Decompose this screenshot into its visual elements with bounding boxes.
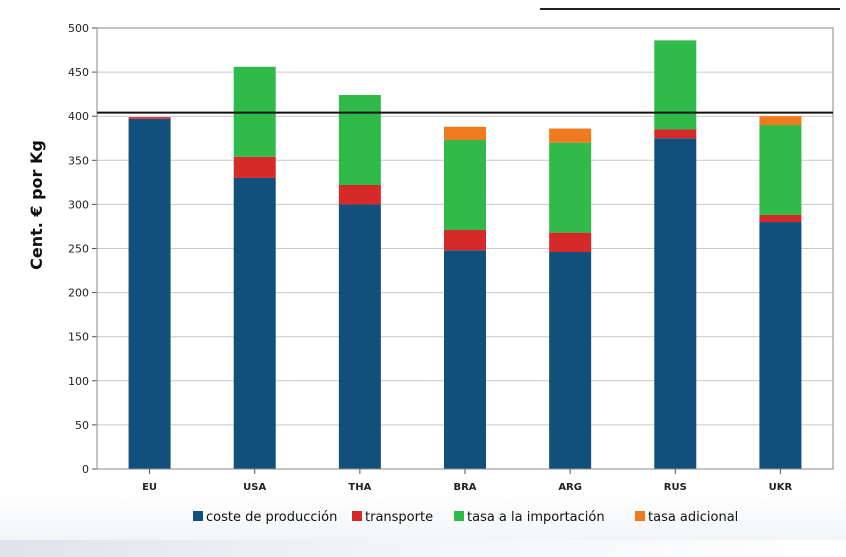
bar-segment-tha-2 xyxy=(338,95,381,185)
x-tick-label: BRA xyxy=(453,482,476,493)
legend-label: tasa a la importación xyxy=(467,510,605,525)
x-tick-label: EU xyxy=(142,482,157,493)
bar-segment-bra-0 xyxy=(444,250,486,469)
y-axis-label: Cent. € por Kg xyxy=(27,140,46,270)
bar-segment-arg-3 xyxy=(549,128,592,143)
legend-swatch xyxy=(635,511,645,521)
decorative-band xyxy=(0,540,846,557)
bar-segment-eu-1 xyxy=(128,117,171,119)
bar-segment-ukr-3 xyxy=(759,116,802,126)
bar-segment-arg-1 xyxy=(549,232,592,253)
legend-swatch xyxy=(454,511,464,521)
decorative-rule xyxy=(540,8,840,10)
bar-segment-rus-1 xyxy=(654,129,697,139)
legend-label: coste de producción xyxy=(206,510,337,525)
y-tick-label: 450 xyxy=(68,66,89,79)
legend-swatch xyxy=(193,511,203,521)
bar-segment-usa-0 xyxy=(233,177,276,469)
bar-segment-tha-1 xyxy=(338,184,381,205)
bar-segment-bra-3 xyxy=(444,126,486,141)
x-tick-label: USA xyxy=(243,482,266,493)
x-tick-label: THA xyxy=(348,482,371,493)
y-tick-label: 100 xyxy=(68,375,89,388)
bar-segment-bra-2 xyxy=(444,140,486,230)
y-tick-label: 0 xyxy=(82,463,89,476)
bar-segment-ukr-1 xyxy=(759,214,802,223)
bar-segment-eu-0 xyxy=(128,118,171,469)
bar-segment-usa-1 xyxy=(233,156,276,178)
y-tick-label: 250 xyxy=(68,243,89,256)
bars xyxy=(128,40,802,469)
bar-segment-tha-0 xyxy=(338,204,381,469)
axes: 0 50 100 150 200 250 300 350 400 450 500 EU USA THA BR… xyxy=(68,22,834,493)
bar-segment-bra-1 xyxy=(444,229,486,251)
legend-swatch xyxy=(352,511,362,521)
y-tick-label: 50 xyxy=(75,419,89,432)
bar-segment-arg-2 xyxy=(549,142,592,233)
y-tick-label: 350 xyxy=(68,154,89,167)
y-tick-label: 300 xyxy=(68,198,89,211)
x-tick-label: RUS xyxy=(664,482,687,493)
x-tick-label: ARG xyxy=(558,482,582,493)
bar-segment-rus-0 xyxy=(654,138,697,469)
y-tick-label: 500 xyxy=(68,22,89,35)
bar-segment-arg-0 xyxy=(549,252,592,469)
x-tick-label: UKR xyxy=(769,482,793,493)
y-tick-label: 150 xyxy=(68,331,89,344)
y-tick-label: 200 xyxy=(68,287,89,300)
bar-segment-ukr-0 xyxy=(759,222,802,469)
bar-segment-rus-2 xyxy=(654,40,697,130)
legend-label: transporte xyxy=(365,510,433,525)
legend: coste de producción transporte tasa a la i… xyxy=(193,510,738,525)
bar-segment-ukr-2 xyxy=(759,125,802,215)
legend-label: tasa adicional xyxy=(648,510,738,525)
y-tick-label: 400 xyxy=(68,110,89,123)
